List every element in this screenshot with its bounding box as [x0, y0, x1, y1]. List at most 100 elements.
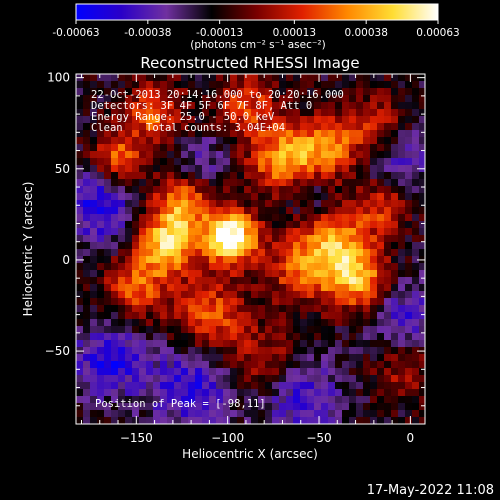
heatmap-cell: [230, 235, 238, 243]
heatmap-cell: [314, 375, 322, 383]
heatmap-cell: [321, 368, 329, 376]
heatmap-cell: [118, 200, 126, 208]
heatmap-cell: [209, 151, 217, 159]
heatmap-cell: [76, 200, 84, 208]
heatmap-cell: [356, 151, 364, 159]
heatmap-cell: [328, 214, 336, 222]
heatmap-cell: [181, 88, 189, 96]
heatmap-cell: [104, 263, 112, 271]
heatmap-cell: [97, 221, 105, 229]
heatmap-cell: [76, 137, 84, 145]
heatmap-cell: [405, 109, 413, 117]
heatmap-cell: [83, 228, 91, 236]
heatmap-cell: [293, 326, 301, 334]
heatmap-cell: [244, 158, 252, 166]
heatmap-cell: [160, 347, 168, 355]
heatmap-cell: [97, 74, 105, 82]
heatmap-cell: [363, 305, 371, 313]
heatmap-cell: [195, 277, 203, 285]
x-axis-ticks: −150 −100 −50 0: [80, 74, 414, 445]
heatmap-cell: [279, 305, 287, 313]
heatmap-cell: [209, 263, 217, 271]
heatmap-cell: [251, 144, 259, 152]
heatmap-cell: [104, 172, 112, 180]
heatmap-cell: [97, 151, 105, 159]
heatmap-cell: [258, 354, 266, 362]
heatmap-cell: [370, 235, 378, 243]
heatmap-cell: [223, 291, 231, 299]
heatmap-cell: [370, 165, 378, 173]
heatmap-cell: [244, 235, 252, 243]
heatmap-cell: [181, 228, 189, 236]
heatmap-cell: [286, 263, 294, 271]
heatmap-cell: [132, 123, 140, 131]
heatmap-cell: [146, 74, 154, 82]
heatmap-cell: [118, 305, 126, 313]
heatmap-cell: [146, 158, 154, 166]
heatmap-cell: [307, 221, 315, 229]
heatmap-cell: [223, 305, 231, 313]
heatmap-cell: [328, 354, 336, 362]
heatmap-cell: [146, 256, 154, 264]
heatmap-cell: [202, 144, 210, 152]
heatmap-cell: [153, 144, 161, 152]
heatmap-cell: [139, 291, 147, 299]
heatmap-cell: [384, 368, 392, 376]
heatmap-cell: [216, 333, 224, 341]
heatmap-cell: [104, 284, 112, 292]
heatmap-cell: [83, 382, 91, 390]
heatmap-cell: [230, 410, 238, 418]
heatmap-cell: [307, 151, 315, 159]
heatmap-cell: [391, 319, 399, 327]
heatmap-cell: [405, 179, 413, 187]
heatmap-cell: [293, 235, 301, 243]
heatmap-cell: [321, 102, 329, 110]
heatmap-cell: [83, 284, 91, 292]
heatmap-cell: [279, 256, 287, 264]
heatmap-cell: [405, 389, 413, 397]
heatmap-cell: [419, 340, 425, 348]
heatmap-cell: [356, 144, 364, 152]
heatmap-cell: [132, 291, 140, 299]
heatmap-cell: [118, 88, 126, 96]
heatmap-cell: [398, 186, 406, 194]
heatmap-cell: [405, 354, 413, 362]
heatmap-cell: [111, 347, 119, 355]
heatmap-cell: [363, 137, 371, 145]
heatmap-cell: [279, 263, 287, 271]
heatmap-cell: [321, 88, 329, 96]
heatmap-cell: [111, 221, 119, 229]
heatmap-cell: [90, 277, 98, 285]
heatmap-cell: [342, 333, 350, 341]
heatmap-cell: [384, 284, 392, 292]
heatmap-cell: [244, 277, 252, 285]
heatmap-cell: [202, 375, 210, 383]
heatmap-cell: [377, 410, 385, 418]
heatmap-cell: [195, 270, 203, 278]
heatmap-cell: [244, 228, 252, 236]
heatmap-cell: [146, 340, 154, 348]
heatmap-cell: [391, 123, 399, 131]
heatmap-cell: [258, 172, 266, 180]
heatmap-cell: [195, 389, 203, 397]
heatmap-cell: [279, 375, 287, 383]
heatmap-cell: [216, 396, 224, 404]
heatmap-cell: [251, 340, 259, 348]
heatmap-cell: [251, 158, 259, 166]
heatmap-cell: [167, 305, 175, 313]
heatmap-cell: [419, 137, 425, 145]
heatmap-cell: [405, 403, 413, 411]
heatmap-cell: [419, 312, 425, 320]
heatmap-cell: [251, 298, 259, 306]
heatmap-cell: [342, 410, 350, 418]
x-tick-label: −50: [306, 431, 331, 445]
heatmap-cell: [251, 172, 259, 180]
heatmap-cell: [335, 144, 343, 152]
heatmap-cell: [125, 319, 133, 327]
heatmap-cell: [419, 144, 425, 152]
heatmap-cell: [223, 179, 231, 187]
heatmap-cell: [90, 305, 98, 313]
heatmap-cell: [321, 403, 329, 411]
heatmap-cell: [83, 305, 91, 313]
heatmap-cell: [377, 137, 385, 145]
